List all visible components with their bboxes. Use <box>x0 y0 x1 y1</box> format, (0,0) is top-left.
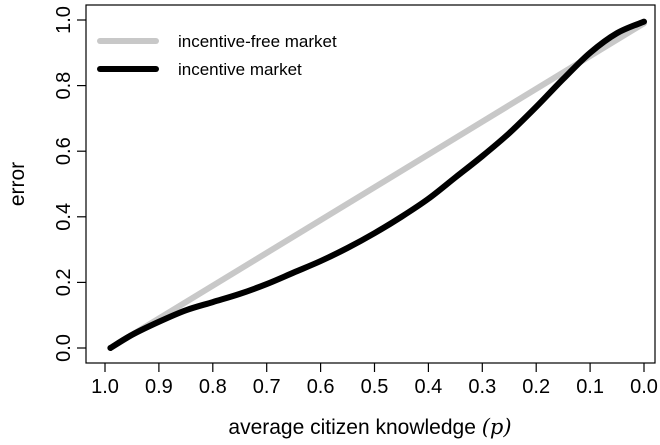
x-tick-label: 0.6 <box>307 376 335 398</box>
x-tick-label: 0.8 <box>199 376 227 398</box>
x-tick-label: 0.4 <box>414 376 442 398</box>
legend-label-incentive-free-market: incentive-free market <box>178 32 337 51</box>
x-tick-label: 0.3 <box>468 376 496 398</box>
series-layer <box>107 18 647 351</box>
y-tick-label: 1.0 <box>53 6 75 34</box>
y-tick-label: 0.0 <box>53 334 75 362</box>
x-axis-label-math: (p) <box>482 415 512 439</box>
y-tick-label: 0.2 <box>53 268 75 296</box>
x-tick-label: 0.5 <box>361 376 389 398</box>
y-axis: 0.0 0.2 0.4 0.6 0.8 1.0 <box>53 6 86 362</box>
incentive-market-line <box>107 18 647 351</box>
legend: incentive-free market incentive market <box>97 32 337 79</box>
incentive-free-market-line <box>107 20 647 351</box>
x-tick-label: 1.0 <box>91 376 119 398</box>
x-tick-label: 0.1 <box>576 376 604 398</box>
x-axis-label: average citizen knowledge (p) <box>228 415 511 439</box>
y-axis-label: error <box>6 162 29 206</box>
x-tick-label: 0.2 <box>522 376 550 398</box>
legend-label-incentive-market: incentive market <box>178 60 302 79</box>
y-tick-label: 0.6 <box>53 137 75 165</box>
x-axis: 1.0 0.9 0.8 0.7 0.6 0.5 0.4 0.3 0.2 0.1 0.0 <box>91 363 658 398</box>
x-tick-label: 0.9 <box>145 376 173 398</box>
plot-frame <box>85 4 656 364</box>
x-tick-label: 0.7 <box>253 376 281 398</box>
y-tick-label: 0.4 <box>53 203 75 231</box>
x-tick-label: 0.0 <box>630 376 658 398</box>
x-axis-label-text: average citizen knowledge <box>228 416 481 439</box>
y-tick-label: 0.8 <box>53 72 75 100</box>
